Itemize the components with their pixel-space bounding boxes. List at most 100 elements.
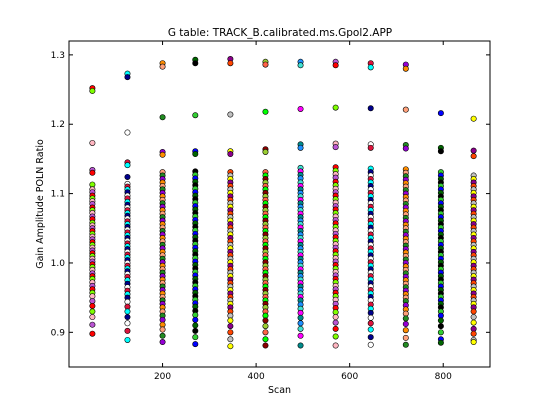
- data-point: [297, 320, 304, 327]
- data-point: [227, 336, 234, 343]
- data-point: [470, 339, 477, 346]
- plot-frame: [68, 40, 491, 368]
- data-point: [437, 329, 444, 336]
- data-point: [262, 61, 269, 68]
- data-point: [367, 105, 374, 112]
- data-point: [124, 327, 131, 334]
- data-point: [159, 332, 166, 339]
- data-point: [402, 106, 409, 113]
- data-point: [159, 114, 166, 121]
- data-point: [124, 162, 131, 169]
- data-point: [297, 342, 304, 349]
- data-point: [227, 60, 234, 67]
- y-tick-label: 1.3: [51, 51, 65, 61]
- data-point: [192, 316, 199, 323]
- data-point: [332, 319, 339, 326]
- data-point: [89, 169, 96, 176]
- x-tick-label: 600: [341, 372, 358, 382]
- data-point: [437, 148, 444, 155]
- data-point: [470, 314, 477, 321]
- data-point: [470, 153, 477, 160]
- data-point: [89, 321, 96, 328]
- data-point: [262, 342, 269, 349]
- y-tick-label: 0.9: [51, 328, 66, 338]
- data-point: [159, 151, 166, 158]
- data-point: [124, 74, 131, 81]
- data-point: [124, 308, 131, 315]
- data-point: [470, 147, 477, 154]
- y-tick-label: 1.0: [51, 259, 66, 269]
- data-point: [297, 332, 304, 339]
- y-axis-label: Gain Amplitude POLN Ratio: [35, 139, 46, 269]
- data-point: [192, 151, 199, 158]
- data-point: [332, 62, 339, 69]
- data-point: [470, 319, 477, 326]
- data-point: [192, 341, 199, 348]
- data-point: [192, 334, 199, 341]
- data-point: [437, 110, 444, 117]
- x-tick-label: 800: [435, 372, 452, 382]
- data-point: [89, 302, 96, 309]
- data-point: [262, 317, 269, 324]
- data-point: [89, 139, 96, 146]
- y-tick-label: 1.2: [51, 120, 65, 130]
- data-point: [297, 314, 304, 321]
- data-point: [367, 314, 374, 321]
- data-point: [297, 325, 304, 332]
- y-axis-ticks: 0.9 1.0 1.1 1.2 1.3: [51, 51, 490, 338]
- data-point: [227, 329, 234, 336]
- data-point: [227, 317, 234, 324]
- chart-title: G table: TRACK_B.calibrated.ms.Gpol2.APP: [168, 27, 392, 39]
- data-point: [262, 108, 269, 115]
- data-point: [402, 334, 409, 341]
- data-point: [437, 317, 444, 324]
- data-point: [367, 326, 374, 333]
- data-point: [470, 330, 477, 337]
- data-point: [89, 314, 96, 321]
- data-point: [402, 320, 409, 327]
- data-point: [367, 64, 374, 71]
- data-point: [124, 336, 131, 343]
- data-point: [437, 339, 444, 346]
- y-tick-label: 1.1: [51, 190, 65, 200]
- data-point: [192, 327, 199, 334]
- data-point: [192, 60, 199, 67]
- data-point: [262, 148, 269, 155]
- data-point: [367, 320, 374, 327]
- data-point: [159, 326, 166, 333]
- data-point: [227, 151, 234, 158]
- data-point: [124, 320, 131, 327]
- data-point: [124, 314, 131, 321]
- data-point: [402, 145, 409, 152]
- data-point: [297, 62, 304, 69]
- data-point: [159, 63, 166, 70]
- data-point: [262, 329, 269, 336]
- x-tick-label: 200: [154, 372, 171, 382]
- data-point: [402, 65, 409, 72]
- data-point: [332, 333, 339, 340]
- data-point: [89, 330, 96, 337]
- data-point: [437, 323, 444, 330]
- x-tick-label: 400: [248, 372, 265, 382]
- data-point: [332, 104, 339, 111]
- data-point: [227, 111, 234, 118]
- data-point: [470, 308, 477, 315]
- data-point: [227, 343, 234, 350]
- data-point: [192, 112, 199, 119]
- data-point: [297, 105, 304, 112]
- data-point: [192, 322, 199, 329]
- data-point: [262, 336, 269, 343]
- x-axis-ticks: 200 400 600 800: [154, 41, 452, 382]
- data-point: [332, 144, 339, 151]
- data-point: [367, 334, 374, 341]
- data-points: [89, 56, 477, 350]
- data-point: [159, 339, 166, 346]
- data-point: [470, 115, 477, 122]
- data-point: [402, 327, 409, 334]
- x-axis-label: Scan: [268, 385, 291, 396]
- data-point: [367, 144, 374, 151]
- data-point: [124, 173, 131, 180]
- data-point: [297, 144, 304, 151]
- data-point: [124, 129, 131, 136]
